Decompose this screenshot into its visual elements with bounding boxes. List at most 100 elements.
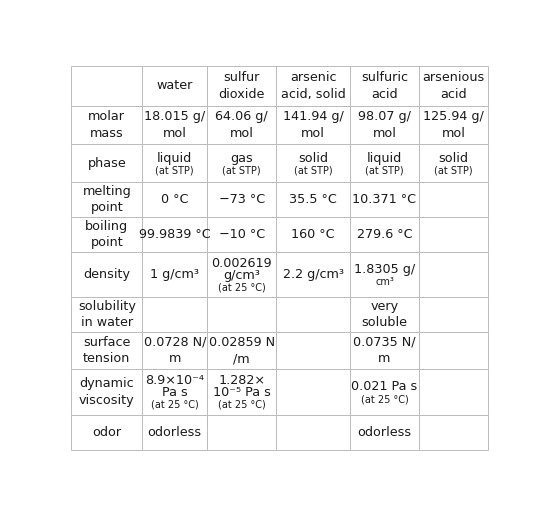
Bar: [143, 369, 207, 414]
Bar: [419, 66, 488, 106]
Text: 0.021 Pa s: 0.021 Pa s: [352, 380, 418, 393]
Bar: [207, 217, 276, 252]
Bar: [350, 332, 419, 369]
Text: (at STP): (at STP): [294, 166, 333, 176]
Bar: [419, 297, 488, 332]
Bar: [276, 144, 350, 182]
Text: dynamic
viscosity: dynamic viscosity: [79, 377, 135, 407]
Bar: [276, 369, 350, 414]
Bar: [419, 252, 488, 297]
Bar: [72, 332, 143, 369]
Bar: [276, 414, 350, 450]
Bar: [207, 414, 276, 450]
Text: Pa s: Pa s: [162, 386, 188, 399]
Text: 8.9×10⁻⁴: 8.9×10⁻⁴: [145, 374, 204, 387]
Text: odorless: odorless: [358, 426, 412, 439]
Text: phase: phase: [87, 157, 126, 170]
Bar: [419, 217, 488, 252]
Bar: [143, 66, 207, 106]
Text: (at STP): (at STP): [435, 166, 473, 176]
Bar: [350, 252, 419, 297]
Text: 10⁻⁵ Pa s: 10⁻⁵ Pa s: [213, 386, 271, 399]
Bar: [72, 297, 143, 332]
Bar: [72, 144, 143, 182]
Text: (at STP): (at STP): [365, 166, 404, 176]
Text: 2.2 g/cm³: 2.2 g/cm³: [283, 268, 343, 281]
Bar: [207, 369, 276, 414]
Bar: [419, 144, 488, 182]
Text: 0 °C: 0 °C: [161, 193, 188, 206]
Text: 0.0728 N/
m: 0.0728 N/ m: [144, 336, 206, 365]
Bar: [350, 144, 419, 182]
Bar: [419, 106, 488, 144]
Text: density: density: [84, 268, 130, 281]
Text: cm³: cm³: [375, 277, 394, 287]
Bar: [276, 297, 350, 332]
Bar: [143, 414, 207, 450]
Text: 141.94 g/
mol: 141.94 g/ mol: [283, 110, 343, 140]
Bar: [143, 297, 207, 332]
Bar: [207, 252, 276, 297]
Text: (at 25 °C): (at 25 °C): [218, 400, 265, 409]
Text: 99.9839 °C: 99.9839 °C: [139, 228, 211, 241]
Text: sulfur
dioxide: sulfur dioxide: [218, 71, 265, 101]
Bar: [350, 369, 419, 414]
Text: 1.8305 g/: 1.8305 g/: [354, 263, 415, 275]
Text: g/cm³: g/cm³: [223, 269, 260, 282]
Bar: [207, 297, 276, 332]
Bar: [143, 144, 207, 182]
Bar: [350, 414, 419, 450]
Text: 160 °C: 160 °C: [292, 228, 335, 241]
Text: (at 25 °C): (at 25 °C): [360, 395, 408, 405]
Bar: [419, 369, 488, 414]
Bar: [143, 217, 207, 252]
Text: sulfuric
acid: sulfuric acid: [361, 71, 408, 101]
Bar: [143, 106, 207, 144]
Text: 1.282×: 1.282×: [218, 374, 265, 387]
Text: (at STP): (at STP): [156, 166, 194, 176]
Bar: [350, 182, 419, 217]
Text: 0.002619: 0.002619: [211, 257, 272, 270]
Bar: [276, 106, 350, 144]
Bar: [419, 332, 488, 369]
Text: arsenic
acid, solid: arsenic acid, solid: [281, 71, 346, 101]
Bar: [207, 66, 276, 106]
Bar: [207, 144, 276, 182]
Bar: [72, 217, 143, 252]
Text: 10.371 °C: 10.371 °C: [352, 193, 417, 206]
Bar: [276, 66, 350, 106]
Text: 64.06 g/
mol: 64.06 g/ mol: [216, 110, 268, 140]
Text: melting
point: melting point: [82, 185, 131, 215]
Bar: [143, 332, 207, 369]
Text: 18.015 g/
mol: 18.015 g/ mol: [144, 110, 205, 140]
Bar: [207, 182, 276, 217]
Bar: [72, 414, 143, 450]
Text: surface
tension: surface tension: [83, 336, 130, 365]
Text: arsenious
acid: arsenious acid: [423, 71, 485, 101]
Bar: [207, 106, 276, 144]
Text: odorless: odorless: [147, 426, 202, 439]
Bar: [350, 106, 419, 144]
Text: 35.5 °C: 35.5 °C: [289, 193, 337, 206]
Text: solid: solid: [298, 152, 328, 165]
Bar: [350, 297, 419, 332]
Text: water: water: [157, 79, 193, 92]
Bar: [207, 332, 276, 369]
Bar: [419, 414, 488, 450]
Text: very
soluble: very soluble: [361, 300, 407, 330]
Text: gas: gas: [230, 152, 253, 165]
Text: liquid: liquid: [157, 152, 192, 165]
Bar: [350, 217, 419, 252]
Text: liquid: liquid: [367, 152, 402, 165]
Text: 125.94 g/
mol: 125.94 g/ mol: [423, 110, 484, 140]
Bar: [143, 182, 207, 217]
Text: (at 25 °C): (at 25 °C): [151, 400, 199, 409]
Bar: [276, 332, 350, 369]
Bar: [72, 182, 143, 217]
Text: 279.6 °C: 279.6 °C: [357, 228, 412, 241]
Text: −73 °C: −73 °C: [218, 193, 265, 206]
Text: molar
mass: molar mass: [88, 110, 126, 140]
Text: solid: solid: [438, 152, 468, 165]
Bar: [72, 369, 143, 414]
Text: boiling
point: boiling point: [85, 220, 128, 249]
